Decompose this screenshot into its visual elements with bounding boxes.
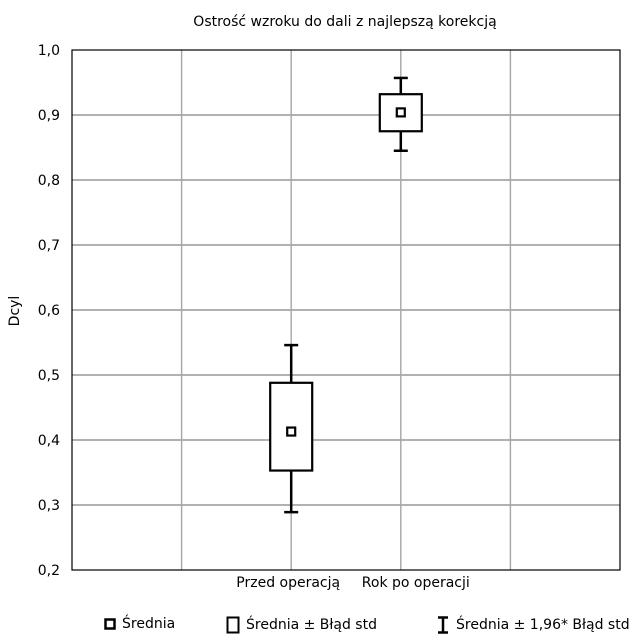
legend-label-ci: Średnia ± 1,96* Błąd std (456, 617, 630, 633)
ci-whisker-icon (438, 616, 448, 634)
y-tick-label: 0,6 (38, 303, 60, 319)
y-tick-label: 0,7 (38, 238, 60, 254)
y-tick-label: 0,2 (38, 563, 60, 579)
y-axis-label: Dcyl (7, 296, 23, 327)
legend: Średnia Średnia ± Błąd std Średnia ± 1,9… (0, 616, 632, 636)
y-axis-ticks: 0,2 0,3 0,4 0,5 0,6 0,7 0,8 0,9 1,0 (38, 43, 60, 579)
x-axis-labels: Przed operacją Rok po operacji (236, 575, 470, 591)
legend-item-mean: Średnia (104, 616, 175, 632)
legend-label-se: Średnia ± Błąd std (246, 617, 377, 633)
y-tick-label: 0,5 (38, 368, 60, 384)
y-tick-label: 0,4 (38, 433, 60, 449)
se-box-icon (226, 616, 240, 634)
x-category-label: Rok po operacji (362, 575, 470, 591)
y-tick-label: 0,9 (38, 108, 60, 124)
x-category-label: Przed operacją (236, 575, 340, 591)
box-group (378, 76, 423, 152)
legend-label-mean: Średnia (122, 616, 176, 632)
mean-marker (395, 107, 406, 118)
plot-frame (71, 49, 621, 571)
box-group (269, 343, 314, 514)
grid (72, 50, 620, 570)
y-tick-label: 0,3 (38, 498, 60, 514)
chart-title: Ostrość wzroku do dali z najlepszą korek… (193, 14, 496, 30)
mean-marker (286, 426, 297, 437)
mean-marker-icon (104, 618, 116, 630)
legend-item-ci: Średnia ± 1,96* Błąd std (436, 616, 630, 634)
y-tick-label: 1,0 (38, 43, 60, 59)
y-tick-label: 0,8 (38, 173, 60, 189)
data-marks (269, 76, 423, 514)
legend-item-se: Średnia ± Błąd std (226, 616, 377, 634)
box-plot-chart: Ostrość wzroku do dali z najlepszą korek… (7, 14, 621, 591)
